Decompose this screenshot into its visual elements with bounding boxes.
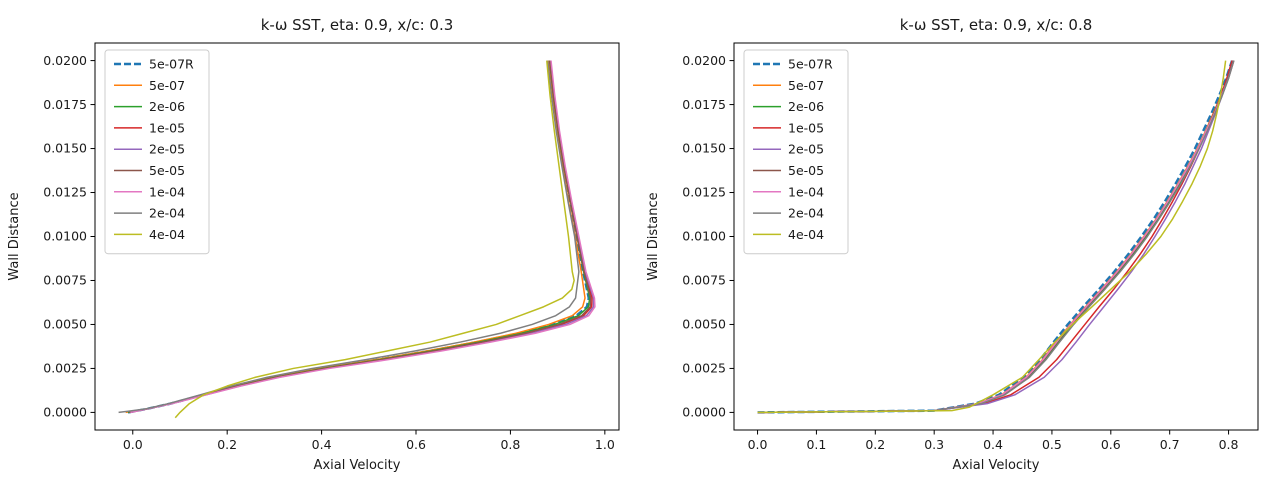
x-tick-label: 0.6 [1101,437,1121,452]
y-tick-label: 0.0200 [43,53,87,68]
legend-label: 2e-05 [788,142,824,157]
series-line-1e-04 [130,60,596,414]
legend-label: 1e-04 [149,184,185,199]
series-line-2e-04 [757,60,1235,414]
x-tick-label: 0.6 [406,437,426,452]
x-tick-label: 0.2 [217,437,237,452]
series-line-2e-05 [757,60,1234,414]
y-tick-label: 0.0175 [43,97,87,112]
y-axis-label: Wall Distance [7,192,22,280]
x-tick-label: 0.1 [806,437,826,452]
legend: 5e-07R 5e-07 2e-06 1e-05 2e-05 5e-05 1e-04 2e-0… [104,49,210,255]
x-axis: 0.0 0.1 0.2 0.3 0.4 0.5 0.6 0.7 0.8 [748,430,1239,452]
y-tick-label: 0.0150 [43,141,87,156]
y-tick-label: 0.0025 [682,361,726,376]
y-tick-label: 0.0175 [682,97,726,112]
x-axis-label: Axial Velocity [314,458,401,473]
y-tick-label: 0.0125 [43,185,87,200]
chart-kw-sst-xc-03: k-ω SST, eta: 0.9, x/c: 0.30.0 0.2 0.4 0.6 0… [7,16,620,473]
legend-label: 5e-07 [788,78,824,93]
legend-label: 5e-05 [149,163,185,178]
y-tick-label: 0.0200 [682,53,726,68]
legend-item-1e-05: 1e-05 [114,120,185,135]
legend-box [743,49,849,255]
legend-item-5e-07R: 5e-07R [753,57,833,72]
y-tick-label: 0.0075 [682,273,726,288]
legend-item-5e-05: 5e-05 [114,163,185,178]
legend-item-2e-04: 2e-04 [114,206,185,221]
x-tick-label: 0.5 [1042,437,1062,452]
y-tick-label: 0.0075 [43,273,87,288]
legend-item-5e-07: 5e-07 [753,78,824,93]
y-axis: 0.0000 0.0025 0.0050 0.0075 0.0100 0.0125 0.01… [682,53,734,420]
series-group [757,60,1235,414]
legend-label: 1e-05 [149,120,185,135]
legend-item-5e-05: 5e-05 [753,163,824,178]
y-tick-label: 0.0000 [682,405,726,420]
legend-label: 5e-07 [149,78,185,93]
y-tick-label: 0.0025 [43,361,87,376]
legend-item-1e-04: 1e-04 [114,184,185,199]
y-tick-label: 0.0100 [43,229,87,244]
x-tick-label: 0.4 [312,437,332,452]
x-tick-label: 0.3 [924,437,944,452]
x-tick-label: 0.4 [983,437,1003,452]
x-tick-label: 0.7 [1160,437,1180,452]
legend-label: 2e-06 [788,99,824,114]
legend-label: 4e-04 [788,227,824,242]
series-line-1e-04 [757,60,1235,414]
x-tick-label: 0.2 [865,437,885,452]
figure-left: k-ω SST, eta: 0.9, x/c: 0.3 0.0 0.2 0.4 0.6 0… [7,16,620,473]
y-tick-label: 0.0000 [43,405,87,420]
legend-item-4e-04: 4e-04 [753,227,824,242]
y-axis-label: Wall Distance [646,192,661,280]
legend-box [104,49,210,255]
legend-label: 5e-07R [788,57,833,72]
legend: 5e-07R 5e-07 2e-06 1e-05 2e-05 5e-05 1e-04 2e-0… [743,49,849,255]
legend-item-4e-04: 4e-04 [114,227,185,242]
y-axis: 0.0000 0.0025 0.0050 0.0075 0.0100 0.0125 0.01… [43,53,95,420]
chart-title: k-ω SST, eta: 0.9, x/c: 0.3 [261,16,454,34]
legend-label: 4e-04 [149,227,185,242]
x-tick-label: 0.0 [748,437,768,452]
x-tick-label: 1.0 [595,437,615,452]
legend-item-1e-04: 1e-04 [753,184,824,199]
legend-item-1e-05: 1e-05 [753,120,824,135]
series-line-4e-04 [757,60,1227,414]
y-tick-label: 0.0125 [682,185,726,200]
legend-label: 1e-04 [788,184,824,199]
legend-item-2e-04: 2e-04 [753,206,824,221]
series-line-4e-04 [174,60,575,419]
series-group [118,60,596,419]
legend-label: 2e-06 [149,99,185,114]
legend-item-2e-06: 2e-06 [753,99,824,114]
x-tick-label: 0.8 [500,437,520,452]
y-tick-label: 0.0100 [682,229,726,244]
x-axis: 0.0 0.2 0.4 0.6 0.8 1.0 [123,430,615,452]
chart-title: k-ω SST, eta: 0.9, x/c: 0.8 [900,16,1093,34]
legend-label: 2e-04 [149,206,185,221]
legend-item-2e-05: 2e-05 [114,142,185,157]
x-tick-label: 0.8 [1219,437,1239,452]
legend-item-5e-07: 5e-07 [114,78,185,93]
legend-label: 5e-05 [788,163,824,178]
y-tick-label: 0.0050 [682,317,726,332]
figure-right: k-ω SST, eta: 0.9, x/c: 0.8 0.0 0.1 0.2 0.3 0… [639,0,1278,483]
legend-item-2e-05: 2e-05 [753,142,824,157]
legend-label: 2e-04 [788,206,824,221]
legend-label: 1e-05 [788,120,824,135]
legend-label: 5e-07R [149,57,194,72]
y-tick-label: 0.0150 [682,141,726,156]
legend-item-2e-06: 2e-06 [114,99,185,114]
x-axis-label: Axial Velocity [953,458,1040,473]
legend-item-5e-07R: 5e-07R [114,57,194,72]
chart-kw-sst-xc-08: k-ω SST, eta: 0.9, x/c: 0.80.0 0.1 0.2 0.3 0… [646,16,1259,473]
series-line-5e-07R [757,60,1234,414]
y-tick-label: 0.0050 [43,317,87,332]
x-tick-label: 0.0 [123,437,143,452]
legend-label: 2e-05 [149,142,185,157]
